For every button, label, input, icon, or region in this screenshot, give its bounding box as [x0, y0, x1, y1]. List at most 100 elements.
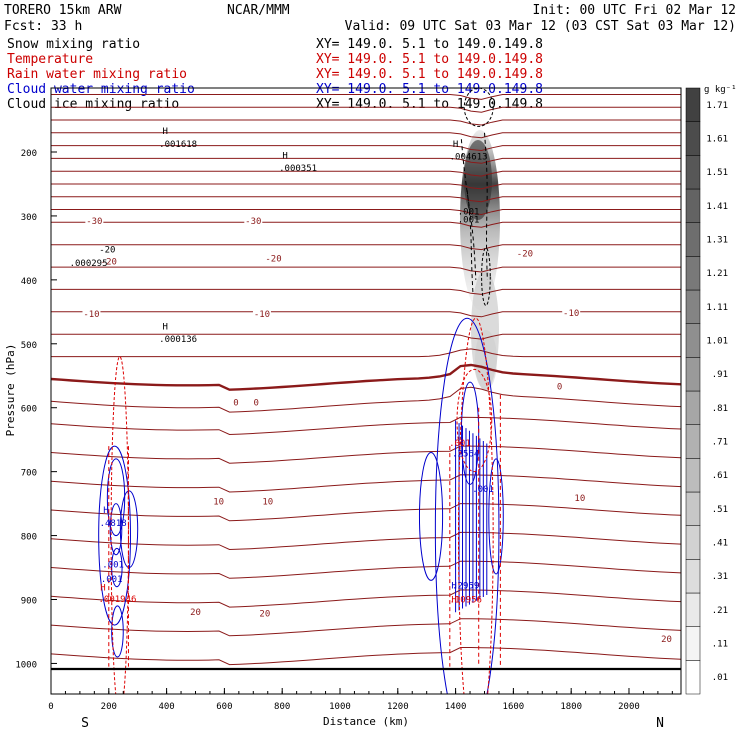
temperature-contour	[51, 618, 681, 637]
temperature-contour	[51, 311, 681, 318]
temperature-label: -10	[563, 309, 579, 319]
colorbar: .01 .11 .21 .31 .41 .51 .61 .71 .81 .91 1.01 1.11 1.…	[685, 87, 728, 695]
y-tick-label: 700	[21, 469, 37, 479]
x-tick-label: 600	[216, 702, 232, 712]
temperature-contour	[51, 244, 681, 251]
colorbar-swatch	[685, 491, 701, 526]
cloud-water-contours	[98, 317, 504, 694]
colorbar-swatch	[685, 424, 701, 459]
temperature-label: -20	[101, 258, 117, 268]
contour-annotation: .001	[101, 575, 123, 585]
contour-annotation: .000295	[70, 259, 108, 269]
y-tick-label: 300	[21, 213, 37, 223]
colorbar-swatch	[685, 626, 701, 661]
contour-annotation: .001	[102, 561, 124, 571]
field-name: Rain water mixing ratio	[7, 67, 187, 82]
temperature-contour	[51, 474, 681, 493]
y-tick-label: 400	[21, 277, 37, 287]
temperature-label-bg	[255, 607, 274, 618]
colorbar-swatch	[685, 390, 701, 425]
temperature-label: 20	[259, 609, 270, 619]
contour-annotation: H	[451, 596, 456, 606]
temperature-contour	[51, 183, 681, 190]
temperature-contour	[51, 386, 681, 413]
colorbar-tick-label: 1.51	[706, 168, 728, 178]
temperature-label-bg	[99, 255, 118, 266]
colorbar-tick-label: 1.21	[706, 269, 728, 279]
temperature-contour	[51, 170, 681, 177]
field-xy: XY= 149.0. 5.1 to 149.0.149.8	[316, 97, 543, 112]
center-name: NCAR/MMM	[227, 3, 290, 18]
temperature-contour	[51, 445, 681, 464]
contour-annotation: .4818	[100, 519, 127, 529]
temperature-contour	[51, 157, 681, 164]
contour-annotation: .004613	[450, 153, 488, 163]
field-xy: XY= 149.0. 5.1 to 149.0.149.8	[316, 37, 543, 52]
cloud-water-contour	[111, 605, 124, 658]
temperature-contour	[51, 119, 681, 126]
x-tick-label: 1400	[445, 702, 467, 712]
temperature-label: -20	[265, 254, 281, 264]
temperature-label: 0	[233, 398, 238, 408]
valid-time: Valid: 09 UTC Sat 03 Mar 12 (03 CST Sat …	[345, 19, 736, 34]
contour-annotation: .001	[449, 439, 471, 449]
temperature-contour	[51, 531, 681, 551]
temperature-label: 0	[557, 382, 562, 392]
colorbar-swatch	[685, 155, 701, 190]
colorbar-swatch	[685, 121, 701, 156]
temperature-contour	[51, 503, 681, 522]
temperature-label-bg	[657, 632, 676, 643]
contour-annotation: H	[103, 506, 108, 516]
colorbar-tick-label: 1.01	[706, 337, 728, 347]
ice-contour	[466, 190, 474, 293]
colorbar-tick-label: .41	[712, 539, 728, 549]
colorbar-tick-label: .61	[712, 471, 728, 481]
temperature-contour	[51, 132, 681, 139]
temperature-label: -30	[245, 217, 261, 227]
colorbar-tick-label: .11	[712, 640, 728, 650]
colorbar-swatch	[685, 222, 701, 257]
contour-annotation: H	[282, 151, 287, 161]
temperature-contour	[51, 94, 681, 100]
cloud-water-contour	[434, 317, 500, 694]
y-axis-title: Pressure (hPa)	[4, 344, 17, 437]
contour-annotation: H	[451, 582, 456, 592]
temperature-label-bg	[244, 214, 263, 225]
init-time: Init: 00 UTC Fri 02 Mar 12	[533, 3, 737, 18]
contour-annotation: H	[162, 323, 167, 333]
contour-annotation: H	[162, 127, 167, 137]
temperature-label-bg	[515, 247, 534, 258]
temperature-contour	[51, 348, 681, 358]
y-tick-label: 1000	[15, 660, 37, 670]
colorbar-tick-label: 1.11	[706, 303, 728, 313]
temperature-label: 10	[574, 494, 585, 504]
cloud-water-contour	[109, 503, 123, 556]
contour-annotation: .2959	[452, 582, 479, 592]
colorbar-unit: g kg⁻¹	[704, 85, 737, 95]
rain-contour	[457, 317, 494, 694]
colorbar-tick-label: .21	[712, 606, 728, 616]
colorbar-tick-label: .31	[712, 572, 728, 582]
contour-annotation: H	[100, 584, 105, 594]
temperature-label-bg	[252, 308, 271, 319]
temperature-label: 0	[253, 398, 258, 408]
colorbar-swatch	[685, 660, 701, 695]
contour-annotation: -20	[99, 245, 115, 255]
colorbar-tick-label: 1.31	[706, 236, 728, 246]
colorbar-tick-label: 1.71	[706, 101, 728, 111]
field-name: Snow mixing ratio	[7, 37, 140, 52]
temperature-labels: -30 -30 -20 -20 -20 -10 -10 -10 0 0 0 10 10 10 20 20 20	[82, 214, 676, 645]
contour-annotation: .001618	[159, 140, 197, 150]
cloud-water-contour	[418, 451, 444, 581]
field-xy: XY= 149.0. 5.1 to 149.0.149.8	[316, 52, 543, 67]
x-tick-label: 1200	[387, 702, 409, 712]
temperature-contour	[51, 333, 681, 340]
contour-annotation: .000351	[279, 164, 317, 174]
colorbar-swatch	[685, 525, 701, 560]
contour-annotation: .001	[472, 485, 494, 495]
colorbar-tick-label: .81	[712, 404, 728, 414]
field-name: Temperature	[7, 52, 93, 67]
model-title: TORERO 15km ARW	[4, 3, 122, 18]
temperature-label: 20	[661, 635, 672, 645]
